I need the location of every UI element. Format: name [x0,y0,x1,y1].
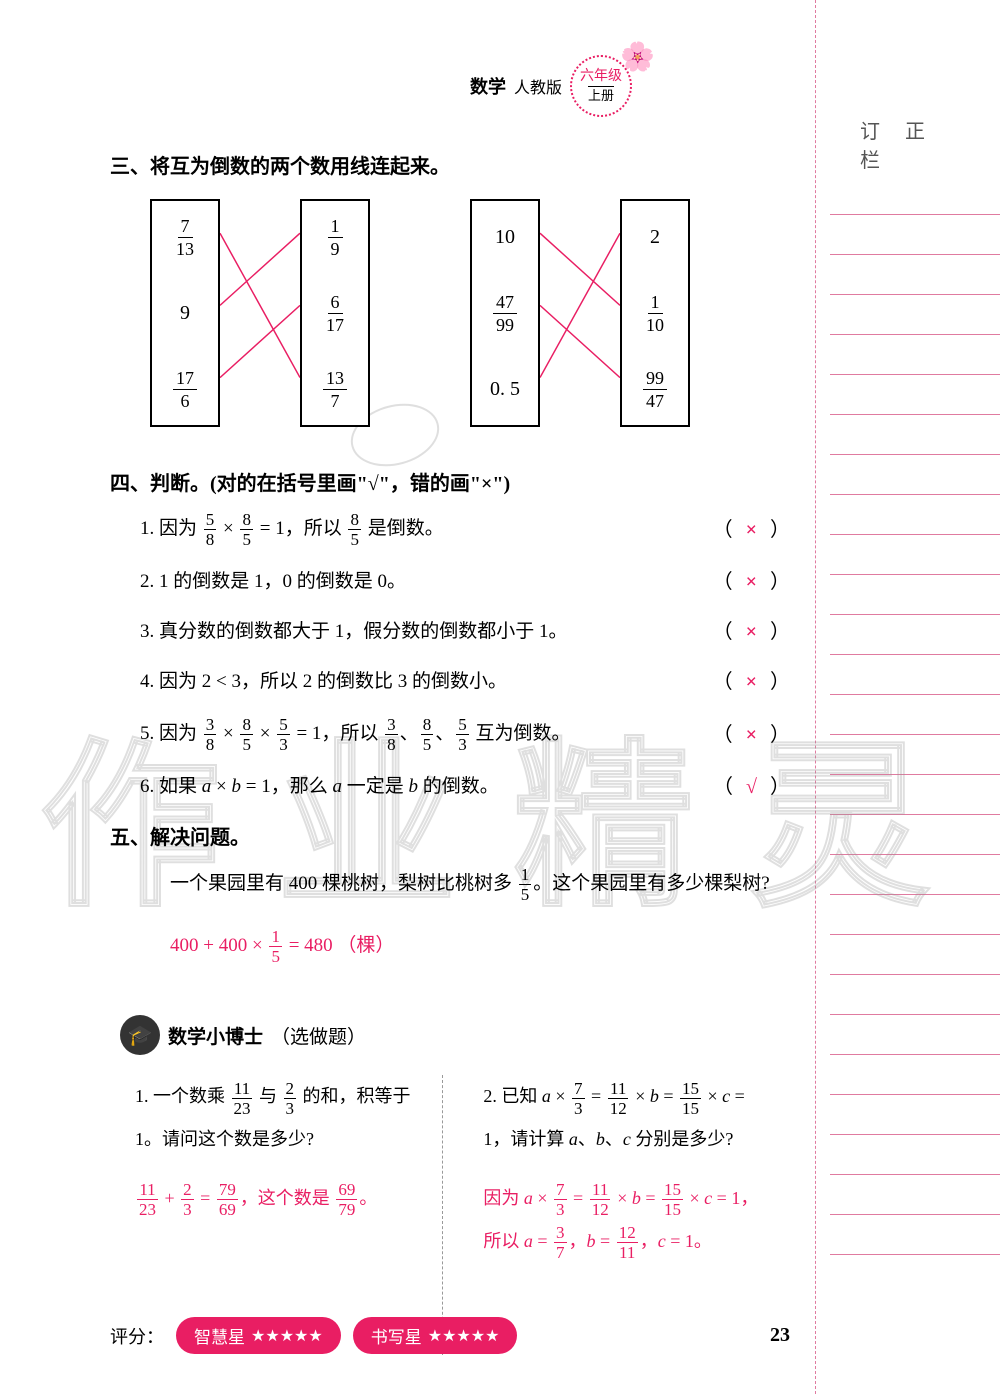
left-column-2: 10 4799 0. 5 [470,199,540,427]
cell: 176 [173,365,197,413]
section4-title: 四、判断。(对的在括号里画"√"，错的画"×") [110,467,790,496]
version-label: 人教版 [514,74,562,98]
word-problem-answer: 400 + 400 × 15 = 480 （棵） [170,928,790,965]
right-column-2: 2 110 9947 [620,199,690,427]
match-group-2: 10 4799 0. 5 2 110 9947 [470,199,690,427]
match-group-1: 713 9 176 19 617 137 [150,199,370,427]
doctor-a2-line1: 因为 a × 73 = 1112 × b = 1515 × c = 1， [483,1177,775,1220]
writing-star-pill: 书写星 ★★★★★ [353,1317,518,1354]
doctor-header: 🎓 数学小博士 （选做题） [120,1015,790,1055]
section5-title: 五、解决问题。 [110,821,790,850]
doctor-a1: 1123 + 23 = 7969，这个数是 6979。 [135,1177,427,1220]
subject-label: 数学 [470,73,506,99]
page-number: 23 [770,1324,790,1347]
page-header: 数学 人教版 六年级 上册 [470,55,632,117]
cell: 617 [323,289,347,337]
doctor-icon: 🎓 [120,1015,160,1055]
cell: 4799 [493,289,517,337]
doctor-col-2: 2. 已知 a × 73 = 1112 × b = 1515 × c = 1，请… [468,1075,790,1263]
doctor-q2: 2. 已知 a × 73 = 1112 × b = 1515 × c = 1，请… [483,1075,775,1161]
wisdom-star-pill: 智慧星 ★★★★★ [176,1317,341,1354]
cell: 2 [650,213,660,261]
cell: 0. 5 [490,365,520,413]
doctor-q1: 1. 一个数乘 1123 与 23 的和，积等于 1。请问这个数是多少? [135,1075,427,1161]
doctor-section: 🎓 数学小博士 （选做题） 1. 一个数乘 1123 与 23 的和，积等于 1… [120,1015,790,1263]
judge-item: 1. 因为 58 × 85 = 1，所以 85 是倒数。（ × ） [140,511,790,548]
grade-badge: 六年级 上册 [570,55,632,117]
doctor-subtitle: （选做题） [271,1022,366,1049]
matching-exercise: 713 9 176 19 617 137 10 4799 [150,199,790,427]
judge-item: 3. 真分数的倒数都大于 1，假分数的倒数都小于 1。（ × ） [140,616,790,648]
cell: 10 [495,213,515,261]
page-footer: 评分： 智慧星 ★★★★★ 书写星 ★★★★★ 23 [110,1317,790,1354]
cell: 137 [323,365,347,413]
cell: 713 [173,213,197,261]
doctor-col-1: 1. 一个数乘 1123 与 23 的和，积等于 1。请问这个数是多少? 112… [120,1075,442,1263]
judge-item: 4. 因为 2 < 3，所以 2 的倒数比 3 的倒数小。（ × ） [140,666,790,698]
star-rating: ★★★★★ [428,1326,500,1346]
right-column-1: 19 617 137 [300,199,370,427]
left-column-1: 713 9 176 [150,199,220,427]
judge-item: 2. 1 的倒数是 1，0 的倒数是 0。（ × ） [140,566,790,598]
score-label: 评分： [110,1323,164,1349]
doctor-title: 数学小博士 [168,1022,263,1049]
cell: 9947 [643,365,667,413]
judge-item: 6. 如果 a × b = 1，那么 a 一定是 b 的倒数。（ √ ） [140,771,790,803]
word-problem: 一个果园里有 400 棵桃树，梨树比桃树多 15。这个果园里有多少棵梨树? [170,865,790,903]
section3-title: 三、将互为倒数的两个数用线连起来。 [110,150,790,179]
doctor-divider [442,1075,443,1355]
judge-item: 5. 因为 38 × 85 × 53 = 1，所以 38、85、53 互为倒数。… [140,716,790,753]
correction-column-label: 订 正 栏 [860,115,960,173]
cell: 110 [643,289,667,337]
star-rating: ★★★★★ [251,1326,323,1346]
doctor-a2-line2: 所以 a = 37，b = 1211，c = 1。 [483,1220,775,1263]
cell: 19 [328,213,343,261]
cell: 9 [180,289,190,337]
judge-list: 1. 因为 58 × 85 = 1，所以 85 是倒数。（ × ） 2. 1 的倒… [140,511,790,803]
